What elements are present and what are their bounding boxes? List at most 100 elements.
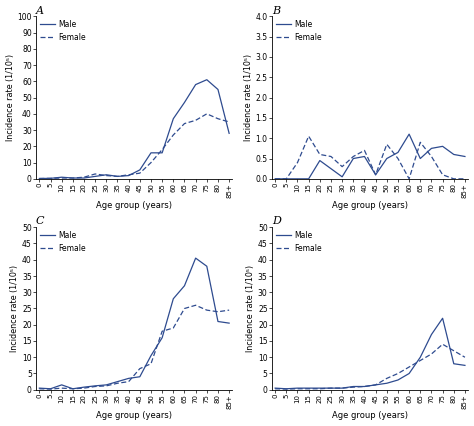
Male: [81, 385, 87, 390]
Male: [317, 386, 323, 391]
Female: [148, 160, 154, 165]
Female: [428, 351, 434, 357]
Female: [362, 148, 367, 153]
Female: [317, 386, 323, 391]
Female: [137, 170, 143, 176]
Male: [226, 131, 232, 136]
Female: [295, 386, 301, 391]
Female: [395, 371, 401, 376]
Male: [428, 332, 434, 337]
Female: [115, 174, 120, 179]
Female: [339, 164, 345, 169]
Female: [103, 173, 109, 178]
Male: [103, 172, 109, 177]
Male: [204, 77, 210, 82]
Female: [295, 160, 301, 165]
Text: C: C: [36, 216, 45, 227]
Line: Female: Female: [275, 136, 465, 179]
Male: [317, 158, 323, 163]
Male: [451, 152, 456, 157]
Female: [451, 348, 456, 353]
Female: [171, 325, 176, 331]
Male: [48, 176, 54, 181]
Male: [171, 116, 176, 121]
Male: [350, 156, 356, 161]
Legend: Male, Female: Male, Female: [274, 230, 323, 254]
Male: [295, 176, 301, 181]
Female: [328, 154, 334, 159]
Male: [384, 381, 390, 386]
Male: [440, 316, 446, 321]
Text: B: B: [272, 6, 280, 16]
Female: [306, 134, 311, 139]
Female: [137, 366, 143, 371]
Female: [226, 119, 232, 124]
Female: [462, 355, 468, 360]
Female: [215, 309, 221, 314]
Female: [283, 176, 289, 181]
Male: [171, 296, 176, 301]
Male: [395, 377, 401, 383]
Male: [362, 154, 367, 159]
Male: [204, 264, 210, 269]
Male: [418, 156, 423, 161]
Female: [350, 154, 356, 159]
Male: [59, 175, 64, 180]
Male: [226, 321, 232, 326]
Male: [373, 382, 378, 387]
Line: Female: Female: [39, 114, 229, 178]
Male: [137, 167, 143, 173]
Male: [306, 386, 311, 391]
Female: [59, 176, 64, 181]
Female: [440, 172, 446, 177]
Male: [406, 132, 412, 137]
Female: [103, 383, 109, 389]
Female: [350, 385, 356, 390]
Male: [462, 363, 468, 368]
Female: [283, 386, 289, 391]
Female: [59, 386, 64, 391]
Male: [103, 382, 109, 387]
Female: [70, 386, 76, 391]
Female: [384, 142, 390, 147]
Male: [295, 386, 301, 391]
Male: [215, 87, 221, 92]
Male: [115, 379, 120, 384]
Male: [350, 384, 356, 389]
Female: [159, 147, 165, 152]
Female: [384, 376, 390, 381]
Female: [462, 176, 468, 181]
Male: [339, 386, 345, 391]
Line: Female: Female: [39, 305, 229, 389]
Female: [48, 386, 54, 391]
Y-axis label: Incidence rate (1/10⁵): Incidence rate (1/10⁵): [10, 265, 19, 352]
Male: [36, 176, 42, 181]
Female: [193, 303, 199, 308]
Male: [126, 376, 131, 381]
Female: [36, 176, 42, 181]
Female: [317, 152, 323, 157]
Female: [328, 386, 334, 391]
Female: [81, 386, 87, 391]
Female: [339, 386, 345, 391]
Male: [384, 156, 390, 161]
Male: [283, 176, 289, 181]
Female: [362, 384, 367, 389]
Male: [48, 386, 54, 391]
Female: [273, 386, 278, 391]
Female: [115, 381, 120, 386]
Male: [418, 355, 423, 360]
X-axis label: Age group (years): Age group (years): [332, 412, 408, 420]
Male: [362, 384, 367, 389]
Female: [273, 176, 278, 181]
Female: [406, 176, 412, 181]
Male: [193, 256, 199, 261]
Legend: Male, Female: Male, Female: [38, 19, 87, 43]
Male: [81, 176, 87, 181]
Male: [92, 383, 98, 389]
Female: [418, 140, 423, 145]
Male: [70, 176, 76, 181]
Male: [440, 144, 446, 149]
Line: Male: Male: [39, 258, 229, 389]
Female: [70, 176, 76, 181]
